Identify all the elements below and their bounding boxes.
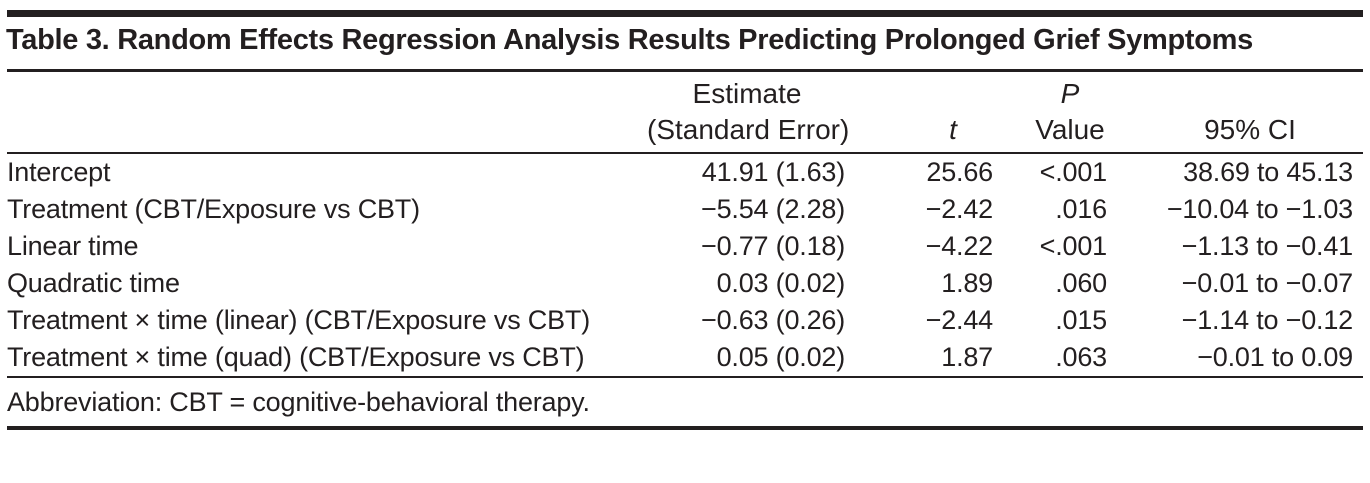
table-row: Treatment × time (quad) (CBT/Exposure vs… xyxy=(7,339,1363,378)
t-cell: −2.42 xyxy=(925,194,994,224)
p-value-cell: .060 xyxy=(1055,268,1107,298)
t-cell: 25.66 xyxy=(926,157,993,187)
p-value-cell: .015 xyxy=(1055,305,1107,335)
row-label: Treatment × time (quad) (CBT/Exposure vs… xyxy=(7,339,607,378)
header-p-line1: P xyxy=(1060,78,1080,109)
ci-cell: −1.14 to −0.12 xyxy=(1181,305,1354,335)
table-row: Intercept 41.91 (1.63) 25.66 <.001 38.69… xyxy=(7,153,1363,191)
ci-cell: −10.04 to −1.03 xyxy=(1166,194,1353,224)
p-value-cell: .016 xyxy=(1055,194,1107,224)
header-t: t xyxy=(847,70,995,154)
t-cell: 1.89 xyxy=(941,268,993,298)
row-label: Treatment × time (linear) (CBT/Exposure … xyxy=(7,305,590,335)
header-p-line2: Value xyxy=(1035,114,1105,145)
table-row: Quadratic time 0.03 (0.02) 1.89 .060 −0.… xyxy=(7,265,1363,302)
table-title: Table 3. Random Effects Regression Analy… xyxy=(6,24,1253,56)
estimate-cell: 0.05 (0.02) xyxy=(607,339,847,378)
top-rule xyxy=(7,10,1363,17)
table-row: Linear time −0.77 (0.18) −4.22 <.001 −1.… xyxy=(7,228,1363,265)
header-p-value: P Value xyxy=(995,70,1109,154)
header-estimate: Estimate (Standard Error) xyxy=(607,70,850,154)
bottom-rule xyxy=(7,426,1363,430)
table-header: Estimate (Standard Error) t P Value 95% … xyxy=(7,70,1363,154)
estimate-cell: 41.91 (1.63) xyxy=(701,157,845,187)
table-row: Treatment (CBT/Exposure vs CBT) −5.54 (2… xyxy=(7,191,1363,228)
ci-cell: −0.01 to 0.09 xyxy=(1109,339,1363,378)
p-value-cell: <.001 xyxy=(1039,157,1108,187)
estimate-cell: −0.63 (0.26) xyxy=(701,305,845,335)
table-row: Treatment × time (linear) (CBT/Exposure … xyxy=(7,302,1363,339)
header-t-label: t xyxy=(949,114,957,145)
row-label: Linear time xyxy=(7,231,139,261)
regression-table: Estimate (Standard Error) t P Value 95% … xyxy=(7,69,1363,378)
header-ci: 95% CI xyxy=(1109,70,1363,154)
table-body: Intercept 41.91 (1.63) 25.66 <.001 38.69… xyxy=(7,153,1363,378)
p-value-cell: <.001 xyxy=(1039,231,1108,261)
t-cell: 1.87 xyxy=(847,339,995,378)
p-value-cell: .063 xyxy=(995,339,1109,378)
estimate-cell: 0.03 (0.02) xyxy=(716,268,846,298)
ci-cell: 38.69 to 45.13 xyxy=(1183,157,1353,187)
row-label: Intercept xyxy=(7,157,111,187)
estimate-cell: −0.77 (0.18) xyxy=(701,231,845,261)
abbreviation-footnote: Abbreviation: CBT = cognitive-behavioral… xyxy=(7,387,590,417)
header-estimate-line1: Estimate xyxy=(692,78,802,109)
ci-cell: −0.01 to −0.07 xyxy=(1181,268,1354,298)
header-label-blank xyxy=(7,70,607,154)
ci-cell: −1.13 to −0.41 xyxy=(1181,231,1354,261)
row-label: Quadratic time xyxy=(7,268,180,298)
t-cell: −2.44 xyxy=(925,305,994,335)
t-cell: −4.22 xyxy=(925,231,994,261)
row-label: Treatment (CBT/Exposure vs CBT) xyxy=(7,194,420,224)
estimate-cell: −5.54 (2.28) xyxy=(701,194,845,224)
header-row: Estimate (Standard Error) t P Value 95% … xyxy=(7,70,1363,154)
header-estimate-line2: (Standard Error) xyxy=(647,114,850,145)
